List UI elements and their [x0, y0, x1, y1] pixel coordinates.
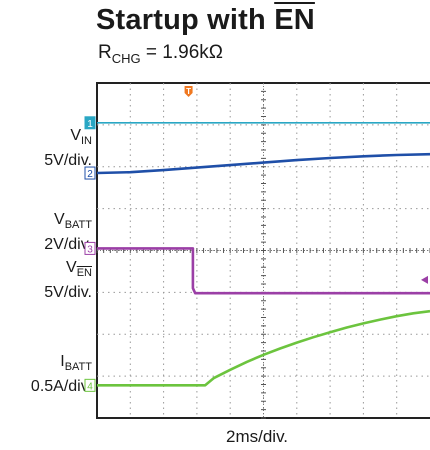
- chart-title: Startup with EN: [96, 4, 315, 37]
- channel-label-ven: VEN 5V/div.: [44, 258, 92, 302]
- ibatt-scale: 0.5A/div.: [30, 378, 92, 396]
- subtitle-value: = 1.96kΩ: [140, 42, 223, 63]
- channel-marker-vin: [84, 166, 96, 180]
- vin-name: VIN: [70, 127, 92, 148]
- channel-marker-ibatt: [84, 378, 96, 392]
- channel-label-ibatt: IBATT 0.5A/div.: [31, 352, 92, 396]
- title-signal: EN: [274, 4, 315, 36]
- subtitle-label: R: [98, 42, 112, 63]
- channel-label-vbatt: VBATT 2V/div.: [44, 210, 92, 254]
- trigger-marker: [184, 86, 193, 97]
- vbatt-name: VBATT: [54, 211, 92, 232]
- channel-marker-label-ibatt: 4: [87, 381, 93, 392]
- ibatt-name: IBATT: [60, 353, 92, 374]
- trigger-marker-label: T: [186, 87, 191, 96]
- trace-ven: [97, 247, 430, 295]
- vbatt-scale: 2V/div.: [44, 236, 92, 254]
- ven-name: VEN: [66, 259, 92, 280]
- chart-subtitle: RCHG = 1.96kΩ: [98, 42, 223, 66]
- x-axis-label: 2ms/div.: [226, 427, 289, 446]
- channel-marker-vbatt: [84, 116, 96, 130]
- subtitle-sub: CHG: [111, 50, 141, 66]
- title-prefix: Startup with: [96, 4, 275, 36]
- channel-marker-label-vbatt: 1: [87, 119, 93, 130]
- channel-label-vin: VIN 5V/div.: [44, 126, 92, 170]
- vin-scale: 5V/div.: [44, 152, 92, 170]
- trace-ibatt: [97, 309, 430, 387]
- channel-arrow-ven: [421, 275, 428, 284]
- trace-vin: [96, 152, 430, 175]
- channel-marker-label-vin: 2: [87, 169, 93, 180]
- channel-marker-ven: [84, 241, 96, 255]
- channel-marker-label-ven: 3: [87, 244, 93, 255]
- ven-scale: 5V/div.: [44, 284, 92, 302]
